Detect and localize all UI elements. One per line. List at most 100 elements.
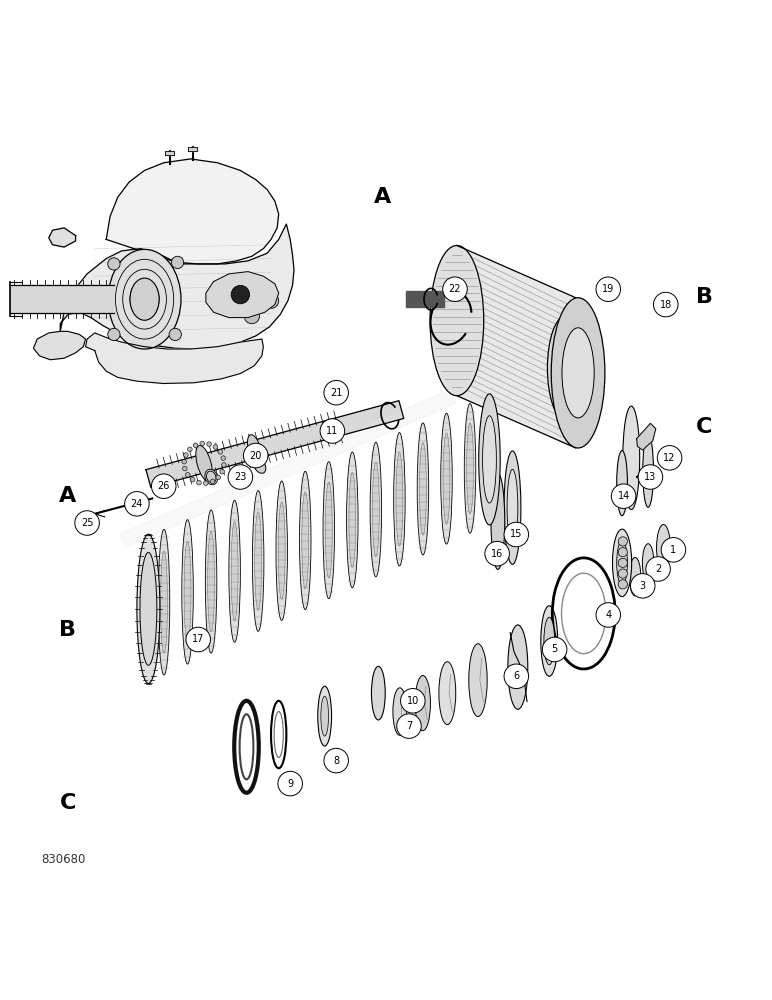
Text: A: A — [374, 187, 391, 207]
Ellipse shape — [482, 416, 496, 503]
Circle shape — [618, 580, 628, 589]
Ellipse shape — [551, 298, 605, 448]
Ellipse shape — [140, 552, 157, 665]
Text: C: C — [696, 417, 713, 437]
Ellipse shape — [491, 474, 505, 569]
Circle shape — [596, 603, 621, 627]
Ellipse shape — [158, 529, 170, 675]
Ellipse shape — [371, 666, 385, 720]
Ellipse shape — [255, 512, 262, 610]
Text: 4: 4 — [605, 610, 611, 620]
Circle shape — [204, 481, 208, 486]
Circle shape — [320, 419, 344, 443]
Circle shape — [231, 285, 249, 304]
Ellipse shape — [623, 406, 640, 510]
Circle shape — [442, 277, 467, 301]
Ellipse shape — [196, 446, 212, 481]
Ellipse shape — [504, 451, 521, 564]
Circle shape — [218, 293, 232, 308]
Ellipse shape — [439, 662, 455, 725]
Circle shape — [197, 480, 201, 485]
Ellipse shape — [276, 481, 287, 620]
Ellipse shape — [137, 534, 160, 683]
Polygon shape — [146, 401, 404, 487]
Ellipse shape — [229, 500, 240, 642]
Text: A: A — [59, 486, 76, 506]
Ellipse shape — [349, 472, 356, 567]
Polygon shape — [637, 466, 652, 487]
Circle shape — [218, 450, 222, 454]
Circle shape — [75, 511, 100, 535]
Ellipse shape — [205, 510, 217, 653]
Circle shape — [618, 537, 628, 546]
Ellipse shape — [417, 423, 428, 555]
Polygon shape — [120, 390, 455, 547]
Ellipse shape — [642, 544, 654, 582]
Circle shape — [216, 475, 221, 480]
Circle shape — [653, 292, 678, 317]
Ellipse shape — [612, 529, 631, 597]
Ellipse shape — [253, 458, 266, 473]
Ellipse shape — [347, 452, 358, 588]
Circle shape — [222, 463, 226, 467]
Circle shape — [108, 328, 120, 341]
Text: 22: 22 — [449, 284, 461, 294]
Ellipse shape — [130, 278, 159, 320]
Ellipse shape — [544, 617, 554, 665]
Circle shape — [171, 256, 184, 269]
Ellipse shape — [321, 696, 329, 736]
Polygon shape — [60, 224, 294, 349]
Ellipse shape — [184, 541, 191, 642]
Text: B: B — [696, 287, 713, 307]
Ellipse shape — [643, 434, 653, 507]
Polygon shape — [107, 159, 279, 264]
Ellipse shape — [372, 462, 379, 557]
Circle shape — [184, 453, 188, 457]
Circle shape — [638, 465, 662, 489]
Polygon shape — [33, 331, 86, 360]
Circle shape — [221, 456, 225, 460]
Ellipse shape — [547, 316, 585, 421]
Ellipse shape — [325, 482, 332, 578]
Circle shape — [485, 541, 510, 566]
Ellipse shape — [464, 404, 476, 533]
Circle shape — [401, 689, 425, 713]
Text: 24: 24 — [130, 499, 143, 509]
Circle shape — [618, 558, 628, 567]
Polygon shape — [86, 333, 263, 384]
Ellipse shape — [248, 435, 262, 464]
Ellipse shape — [508, 625, 528, 709]
Ellipse shape — [629, 557, 641, 596]
Polygon shape — [457, 245, 576, 448]
Circle shape — [243, 443, 268, 468]
Text: 25: 25 — [81, 518, 93, 528]
Circle shape — [200, 441, 205, 446]
Ellipse shape — [208, 531, 215, 632]
Ellipse shape — [370, 442, 381, 577]
Ellipse shape — [108, 249, 181, 349]
Ellipse shape — [161, 551, 168, 653]
Circle shape — [220, 469, 225, 474]
Ellipse shape — [137, 500, 142, 508]
Circle shape — [244, 308, 259, 324]
Circle shape — [169, 328, 181, 341]
Text: C: C — [59, 793, 76, 813]
Circle shape — [228, 465, 252, 489]
Text: 9: 9 — [287, 779, 293, 789]
Circle shape — [263, 293, 279, 308]
Ellipse shape — [415, 676, 431, 731]
Circle shape — [618, 569, 628, 578]
Text: 11: 11 — [327, 426, 338, 436]
Circle shape — [324, 380, 348, 405]
Ellipse shape — [430, 245, 484, 396]
Circle shape — [182, 466, 187, 471]
Ellipse shape — [300, 471, 311, 610]
Ellipse shape — [181, 520, 193, 664]
Circle shape — [504, 522, 529, 547]
Circle shape — [278, 771, 303, 796]
Ellipse shape — [466, 423, 473, 514]
Circle shape — [611, 484, 636, 508]
Ellipse shape — [479, 394, 500, 525]
Ellipse shape — [252, 491, 264, 631]
Circle shape — [124, 492, 149, 516]
